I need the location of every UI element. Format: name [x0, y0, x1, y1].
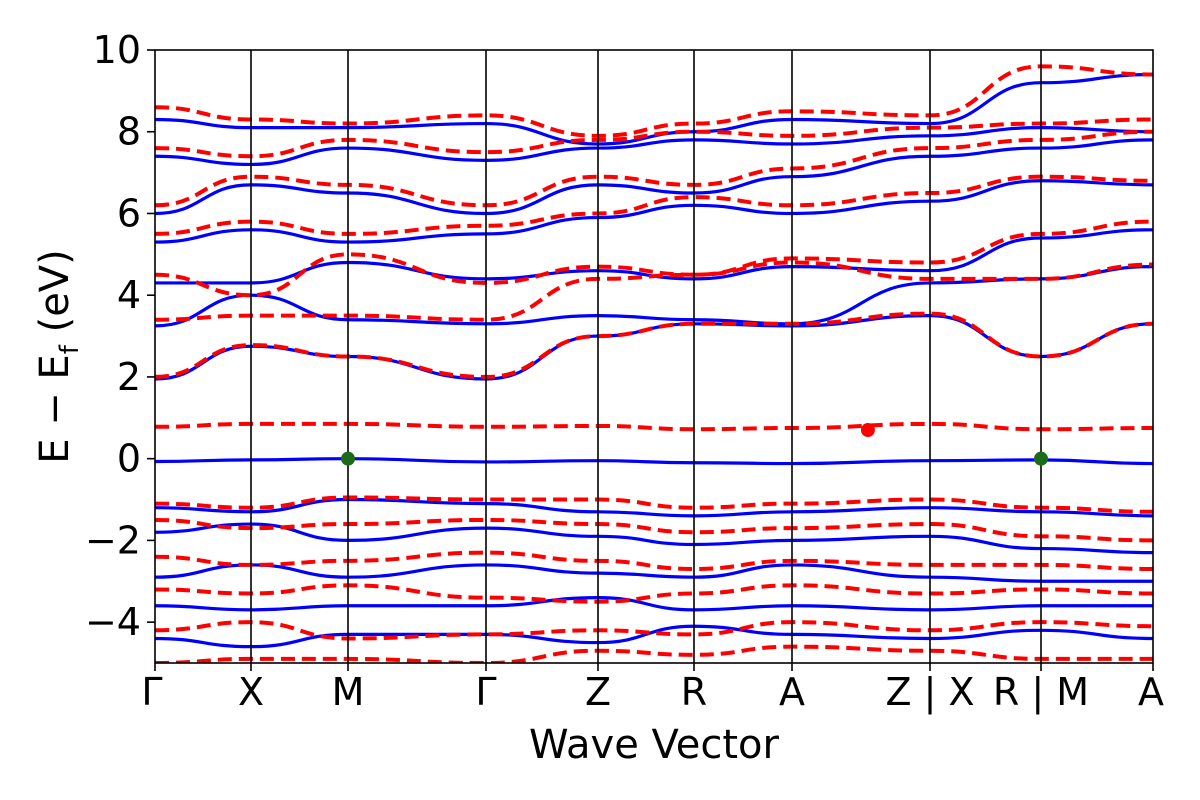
solid-band-line — [155, 314, 1153, 381]
x-tick-label: M — [332, 670, 365, 714]
x-axis-ticks: Γ X M Γ Z R A Z | X R | M A — [141, 663, 1164, 715]
x-axis-label: Wave Vector — [529, 722, 780, 768]
solid-band-line — [155, 72, 1153, 146]
plot-frame — [154, 49, 1154, 664]
y-axis-label: E − Ef (eV) — [32, 249, 85, 464]
dashed-band-line — [155, 620, 1153, 641]
y-axis-ticks: −4 −2 0 2 4 6 8 10 — [85, 28, 155, 644]
dashed-band-line — [155, 219, 1153, 298]
y-axis-label-main: E − E — [32, 354, 78, 464]
dashed-band-line — [155, 311, 1153, 379]
solid-band-line — [155, 179, 1153, 244]
cbm-marker — [860, 423, 875, 438]
dashed-band-line — [155, 421, 1153, 432]
y-tick-label: 4 — [117, 273, 141, 317]
y-axis-label-unit: (eV) — [32, 249, 78, 345]
dashed-band-line — [155, 550, 1153, 572]
solid-band-line — [155, 563, 1153, 583]
y-tick-label: 8 — [117, 110, 141, 154]
solid-band-line — [155, 264, 1153, 328]
solid-band-line — [155, 522, 1153, 555]
x-tick-label: R | M — [993, 670, 1089, 715]
kpoint-lines — [250, 50, 1042, 663]
dashed-band-line — [155, 129, 1153, 208]
y-tick-label: 6 — [117, 191, 141, 235]
y-tick-label: −4 — [85, 600, 141, 644]
dashed-band-line — [155, 644, 1153, 663]
x-tick-label: Γ — [141, 670, 162, 714]
dashed-band-line — [155, 495, 1153, 514]
x-tick-label: R — [681, 670, 707, 714]
x-tick-label: Z — [585, 670, 611, 714]
x-tick-label: X — [238, 670, 264, 714]
dashed-band-line — [155, 260, 1153, 322]
y-tick-label: −2 — [85, 518, 141, 562]
x-tick-label: Z | X — [885, 670, 974, 715]
y-tick-label: 2 — [117, 355, 141, 399]
y-axis-label-subscript: f — [55, 344, 85, 354]
dashed-band-line — [155, 117, 1153, 159]
y-tick-label: 10 — [93, 28, 141, 72]
dashed-band-line — [155, 517, 1153, 543]
solid-band-line — [155, 126, 1153, 167]
dashed-band-line — [155, 64, 1153, 138]
solid-band-line — [155, 138, 1153, 216]
x-tick-label: A — [1138, 670, 1164, 714]
dashed-band-line — [155, 583, 1153, 604]
dashed-band-line — [155, 174, 1153, 236]
x-tick-label: Γ — [475, 670, 496, 714]
x-tick-label: A — [779, 670, 805, 714]
solid-band-line — [155, 457, 1153, 466]
vbm-marker — [341, 451, 355, 466]
solid-band-line — [155, 624, 1153, 649]
solid-band-line — [155, 596, 1153, 612]
y-tick-label: 0 — [117, 437, 141, 481]
markers-layer — [341, 423, 1048, 466]
vbm-marker — [1034, 451, 1048, 466]
solid-band-line — [155, 497, 1153, 518]
bands-layer — [155, 64, 1153, 663]
